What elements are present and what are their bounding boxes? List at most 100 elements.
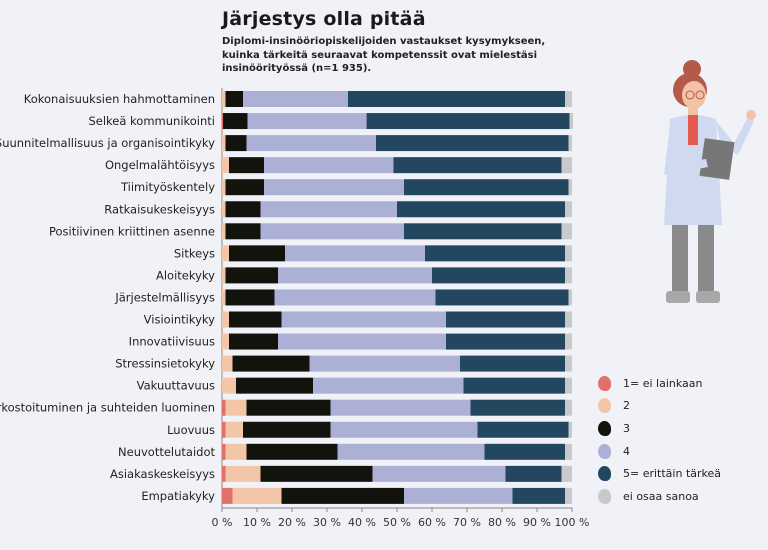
bar-segment-series-4 (404, 487, 513, 504)
legend-swatch-icon (598, 443, 611, 459)
category-label: Empatiakyky (141, 489, 215, 503)
bar-segment-series-4 (281, 311, 446, 328)
bar-segment-series-3 (246, 399, 331, 416)
category-label: Ongelmalähtöisyys (105, 158, 215, 172)
legend-item: 5= erittäin tärkeä (598, 462, 721, 485)
legend-item: 1= ei lainkaan (598, 372, 721, 395)
bar-segment-series-2 (222, 91, 226, 107)
bar-segment-series-4 (246, 135, 376, 152)
x-tick-label: 50 % (383, 516, 411, 529)
bar-segment-series-5 (512, 487, 565, 504)
bar-segment-series-1 (222, 399, 226, 416)
bar-segment-series-5 (397, 201, 565, 218)
bar-segment-series-5 (463, 377, 565, 394)
legend-label: ei osaa sanoa (623, 489, 699, 503)
bar-segment-series-5 (393, 157, 562, 174)
category-label: Visiointikyky (144, 313, 216, 327)
legend-swatch-icon (598, 488, 611, 504)
bar-segment-series-4 (247, 113, 367, 130)
legend-label: 4 (623, 444, 630, 458)
x-tick-label: 30 % (313, 516, 341, 529)
legend-item: 3 (598, 417, 721, 440)
bar-segment-series-2 (232, 487, 282, 504)
x-tick-label: 60 % (418, 516, 446, 529)
bar-segment-series-5 (366, 113, 570, 130)
bar-segment-series-4 (260, 201, 397, 218)
bar-segment-series-6 (565, 377, 572, 394)
bar-segment-series-2 (222, 289, 226, 306)
bar-segment-series-2 (222, 179, 226, 196)
bar-segment-series-4 (243, 91, 348, 107)
bar-segment-series-6 (568, 289, 572, 306)
bar-segment-series-2 (222, 135, 226, 152)
bar-segment-series-5 (484, 443, 565, 460)
bar-segment-series-2 (222, 355, 233, 372)
bar-segment-series-4 (264, 179, 404, 196)
bar-segment-series-2 (225, 399, 247, 416)
legend-swatch-icon (598, 398, 611, 414)
bar-segment-series-3 (243, 421, 331, 438)
category-label: Asiakaskeskeisyys (110, 467, 215, 481)
bar-segment-series-6 (565, 91, 572, 107)
x-tick-label: 40 % (348, 516, 376, 529)
chart-subtitle: Diplomi-insinööriopiskelijoiden vastauks… (222, 36, 546, 74)
bar-segment-series-4 (285, 245, 425, 262)
bar-segment-series-6 (565, 443, 572, 460)
bar-segment-series-5 (404, 179, 569, 196)
bar-segment-series-2 (222, 201, 226, 218)
legend-label: 3 (623, 421, 630, 435)
bar-segment-series-3 (225, 289, 275, 306)
bar-segment-series-6 (561, 465, 572, 482)
category-label: Tiimityöskentely (120, 180, 215, 194)
x-tick-label: 90 % (523, 516, 551, 529)
bar-segment-series-6 (561, 157, 572, 174)
bar-segment-series-5 (477, 421, 569, 438)
bar-segment-series-3 (236, 377, 313, 394)
bar-segment-series-1 (222, 443, 226, 460)
category-label: Verkostoituminen ja suhteiden luominen (0, 401, 215, 415)
bar-segment-series-3 (232, 355, 310, 372)
bar-segment-series-5 (446, 311, 565, 328)
bar-segment-series-3 (229, 245, 285, 262)
category-label: Selkeä kommunikointi (88, 114, 215, 128)
bar-segment-series-6 (565, 245, 572, 262)
bar-segment-series-6 (569, 113, 574, 130)
bar-segment-series-2 (222, 267, 226, 284)
bar-segment-series-6 (568, 135, 572, 152)
bar-segment-series-3 (229, 157, 264, 174)
bar-segment-series-3 (229, 311, 282, 328)
category-label: Sitkeys (174, 246, 215, 260)
legend-item: 2 (598, 395, 721, 418)
bar-segment-series-4 (372, 465, 506, 482)
bar-segment-series-2 (222, 223, 226, 240)
bar-segment-series-4 (309, 355, 460, 372)
bar-segment-series-2 (225, 421, 243, 438)
legend-label: 1= ei lainkaan (623, 376, 703, 390)
bar-segment-series-6 (565, 487, 572, 504)
bar-segment-series-3 (225, 91, 243, 107)
bar-segment-series-3 (225, 223, 261, 240)
stacked-bar-chart: 0 % 10 % 20 % 30 % 40 % 50 % 60 % 70 % 80 % 90 % 1… (0, 88, 589, 529)
x-tick-label: 0 % (212, 516, 233, 529)
bar-segment-series-6 (568, 179, 572, 196)
bar-segment-series-3 (225, 135, 247, 152)
bar-segment-series-2 (222, 245, 229, 262)
legend: 1= ei lainkaan 2 3 4 5= erittäin tärkeä ei os… (598, 372, 721, 508)
bar-segment-series-2 (225, 443, 247, 460)
legend-swatch-icon (598, 420, 611, 436)
bar-segment-series-5 (505, 465, 562, 482)
legend-label: 2 (623, 399, 630, 413)
bar-segment-series-2 (222, 311, 229, 328)
bar-segment-series-1 (222, 487, 233, 504)
category-label: Neuvottelutaidot (118, 445, 215, 459)
bar-segment-series-5 (470, 399, 565, 416)
category-label: Kokonaisuuksien hahmottaminen (24, 92, 215, 106)
bar-segment-series-4 (264, 157, 394, 174)
bar-segment-series-6 (565, 355, 572, 372)
bar-segment-series-4 (278, 267, 432, 284)
bar-segment-series-3 (225, 267, 278, 284)
legend-item: 4 (598, 440, 721, 463)
doctor-illustration (664, 60, 756, 303)
bar-segment-series-4 (313, 377, 464, 394)
bar-segment-series-4 (337, 443, 485, 460)
